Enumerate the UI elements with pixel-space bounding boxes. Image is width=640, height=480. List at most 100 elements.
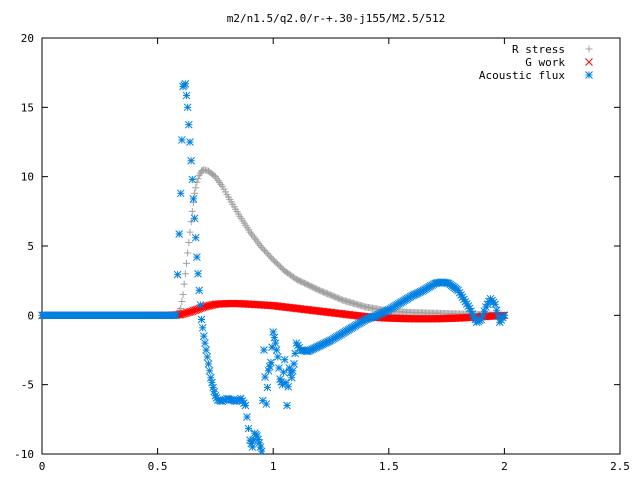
series-plus [38,166,508,319]
point-cross [181,309,189,318]
point-cross [202,302,211,311]
point-plus [186,228,194,236]
point-cross [186,307,195,316]
point-plus [268,254,276,262]
point-cross [178,310,187,319]
point-plus [262,248,270,256]
point-star [189,194,198,203]
point-plus [258,243,266,251]
point-cross [188,307,197,316]
x-tick-label: 2.5 [610,460,630,473]
point-star [194,269,202,278]
y-tick-label: -5 [21,379,34,392]
point-star [273,353,282,361]
point-cross [189,306,198,315]
point-star [267,358,275,367]
point-cross [192,305,201,314]
y-tick-4: 10 [21,171,620,184]
y-tick-5: 15 [21,101,620,114]
point-plus [178,297,186,305]
point-cross [182,309,191,317]
point-cross [204,302,213,310]
point-cross [205,301,214,310]
point-plus [188,207,196,215]
y-tick-label: 20 [21,32,34,45]
legend-entry-star: Acoustic flux [479,69,593,82]
legend-label: R stress [512,43,565,56]
point-star [181,79,190,88]
point-star [203,353,212,361]
point-cross [184,308,192,317]
point-star [199,332,208,340]
legend-marker-star [585,71,593,79]
point-star [191,233,200,242]
point-star [275,364,283,372]
point-star [197,315,206,324]
point-plus [263,250,271,258]
point-cross [179,309,188,318]
point-star [261,373,269,381]
point-plus [259,245,267,253]
point-star [272,346,281,354]
x-tick-label: 0.5 [148,460,168,473]
point-star [290,360,298,368]
point-plus [185,239,193,247]
point-star [270,333,279,342]
point-star [205,366,214,375]
y-tick-label: 10 [21,171,34,184]
data-marks [38,79,509,456]
point-star [196,301,205,309]
x-tick-label: 2 [501,460,508,473]
point-star [248,443,257,451]
point-star [243,413,251,421]
point-star [193,253,201,261]
point-star [500,311,509,320]
point-star [188,175,197,184]
x-tick-0: 0 [39,38,45,473]
point-star [269,328,278,336]
point-cross [197,304,205,312]
point-star [172,311,180,320]
y-tick-3: 5 [27,240,620,253]
point-star [257,447,266,456]
legend-entry-plus: R stress [512,43,593,56]
point-star [187,156,195,165]
point-star [262,400,271,408]
point-star [175,230,184,238]
point-star [271,339,280,347]
x-tick-label: 1.5 [379,460,399,473]
point-star [198,323,207,332]
point-star [178,136,186,144]
point-cross [185,308,194,316]
point-plus [184,249,192,257]
plot-frame [41,37,621,455]
point-star [210,387,219,396]
legend-marker-cross [585,58,593,66]
point-star [176,189,185,198]
y-tick-label: 15 [21,101,34,114]
point-cross [201,302,210,311]
point-star [201,339,209,347]
point-star [186,138,194,146]
point-star [280,355,289,364]
point-star [184,120,193,129]
x-tick-1: 0.5 [148,38,168,473]
point-plus [265,251,273,259]
y-tick-1: -5 [21,379,620,392]
point-star [284,382,293,391]
point-star [206,373,215,382]
y-tick-label: 0 [27,309,34,322]
x-tick-4: 2 [501,38,508,473]
legend-entry-cross: G work [525,56,593,69]
x-tick-label: 1 [270,460,277,473]
y-tick-label: 5 [27,240,34,253]
point-star [208,378,216,387]
y-tick-6: 20 [21,32,620,45]
y-tick-0: -10 [14,448,620,461]
point-star [491,300,500,309]
point-star [470,312,478,321]
point-star [492,306,501,315]
point-plus [192,184,200,192]
